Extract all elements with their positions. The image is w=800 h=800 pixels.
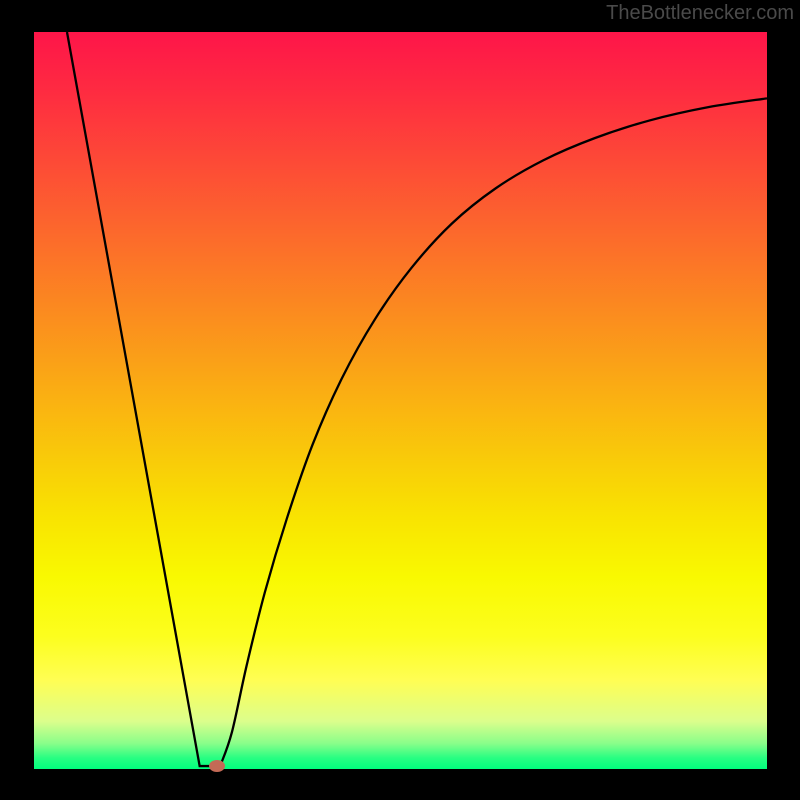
plot-area — [34, 32, 767, 769]
bottleneck-curve — [67, 32, 767, 766]
curve-layer — [34, 32, 767, 769]
attribution-text: TheBottlenecker.com — [606, 2, 794, 25]
optimal-point-marker — [209, 760, 225, 772]
chart-container: TheBottlenecker.com — [0, 0, 800, 800]
